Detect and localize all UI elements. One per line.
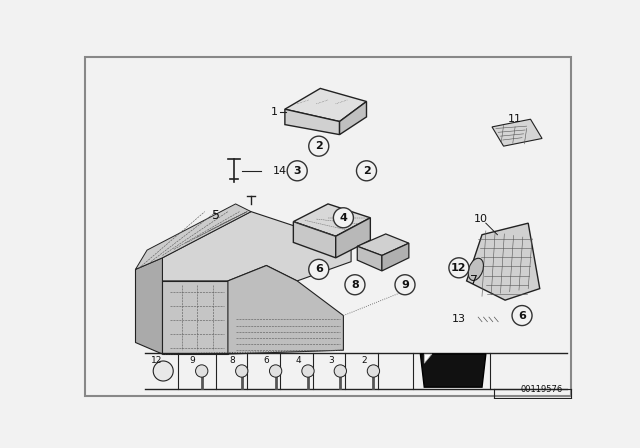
- Circle shape: [287, 161, 307, 181]
- Circle shape: [512, 306, 532, 326]
- Text: 2: 2: [361, 356, 367, 366]
- Polygon shape: [293, 222, 336, 258]
- Text: 6: 6: [315, 264, 323, 274]
- Text: 13: 13: [452, 314, 466, 324]
- Polygon shape: [285, 88, 367, 121]
- Circle shape: [449, 258, 469, 278]
- Text: 4: 4: [339, 213, 348, 223]
- Circle shape: [302, 365, 314, 377]
- Text: 3: 3: [293, 166, 301, 176]
- Polygon shape: [228, 266, 344, 354]
- Text: 14: 14: [273, 166, 287, 176]
- Polygon shape: [163, 211, 351, 281]
- Circle shape: [345, 275, 365, 295]
- Text: 7: 7: [470, 275, 478, 288]
- Text: 9: 9: [189, 356, 195, 366]
- Polygon shape: [467, 223, 540, 300]
- Polygon shape: [492, 119, 542, 146]
- Polygon shape: [136, 258, 163, 354]
- Circle shape: [269, 365, 282, 377]
- Polygon shape: [357, 234, 409, 255]
- Text: 3: 3: [328, 356, 333, 366]
- Text: 8: 8: [351, 280, 359, 290]
- Polygon shape: [357, 246, 382, 271]
- Text: 1: 1: [271, 107, 278, 116]
- Polygon shape: [424, 354, 432, 363]
- Circle shape: [196, 365, 208, 377]
- Circle shape: [395, 275, 415, 295]
- Ellipse shape: [468, 258, 483, 280]
- Text: 6: 6: [518, 310, 526, 321]
- Polygon shape: [285, 109, 340, 134]
- Polygon shape: [420, 354, 486, 387]
- Text: 12: 12: [151, 356, 163, 366]
- Text: 10: 10: [474, 214, 488, 224]
- Text: 6: 6: [263, 356, 269, 366]
- Circle shape: [367, 365, 380, 377]
- Polygon shape: [382, 243, 409, 271]
- Polygon shape: [136, 204, 251, 269]
- Text: 12: 12: [451, 263, 467, 273]
- Text: 9: 9: [401, 280, 409, 290]
- Polygon shape: [336, 218, 371, 258]
- Text: 11: 11: [508, 114, 522, 124]
- Polygon shape: [340, 102, 367, 134]
- Circle shape: [308, 136, 329, 156]
- Polygon shape: [293, 204, 371, 236]
- Text: 8: 8: [230, 356, 235, 366]
- Circle shape: [308, 259, 329, 280]
- Text: 4: 4: [296, 356, 301, 366]
- Text: 2: 2: [363, 166, 371, 176]
- Circle shape: [153, 361, 173, 381]
- Circle shape: [236, 365, 248, 377]
- Polygon shape: [163, 281, 228, 354]
- Text: 2: 2: [315, 141, 323, 151]
- Circle shape: [333, 208, 353, 228]
- Circle shape: [356, 161, 376, 181]
- Text: 5: 5: [212, 209, 220, 222]
- Text: 00119576: 00119576: [520, 385, 563, 394]
- Circle shape: [334, 365, 346, 377]
